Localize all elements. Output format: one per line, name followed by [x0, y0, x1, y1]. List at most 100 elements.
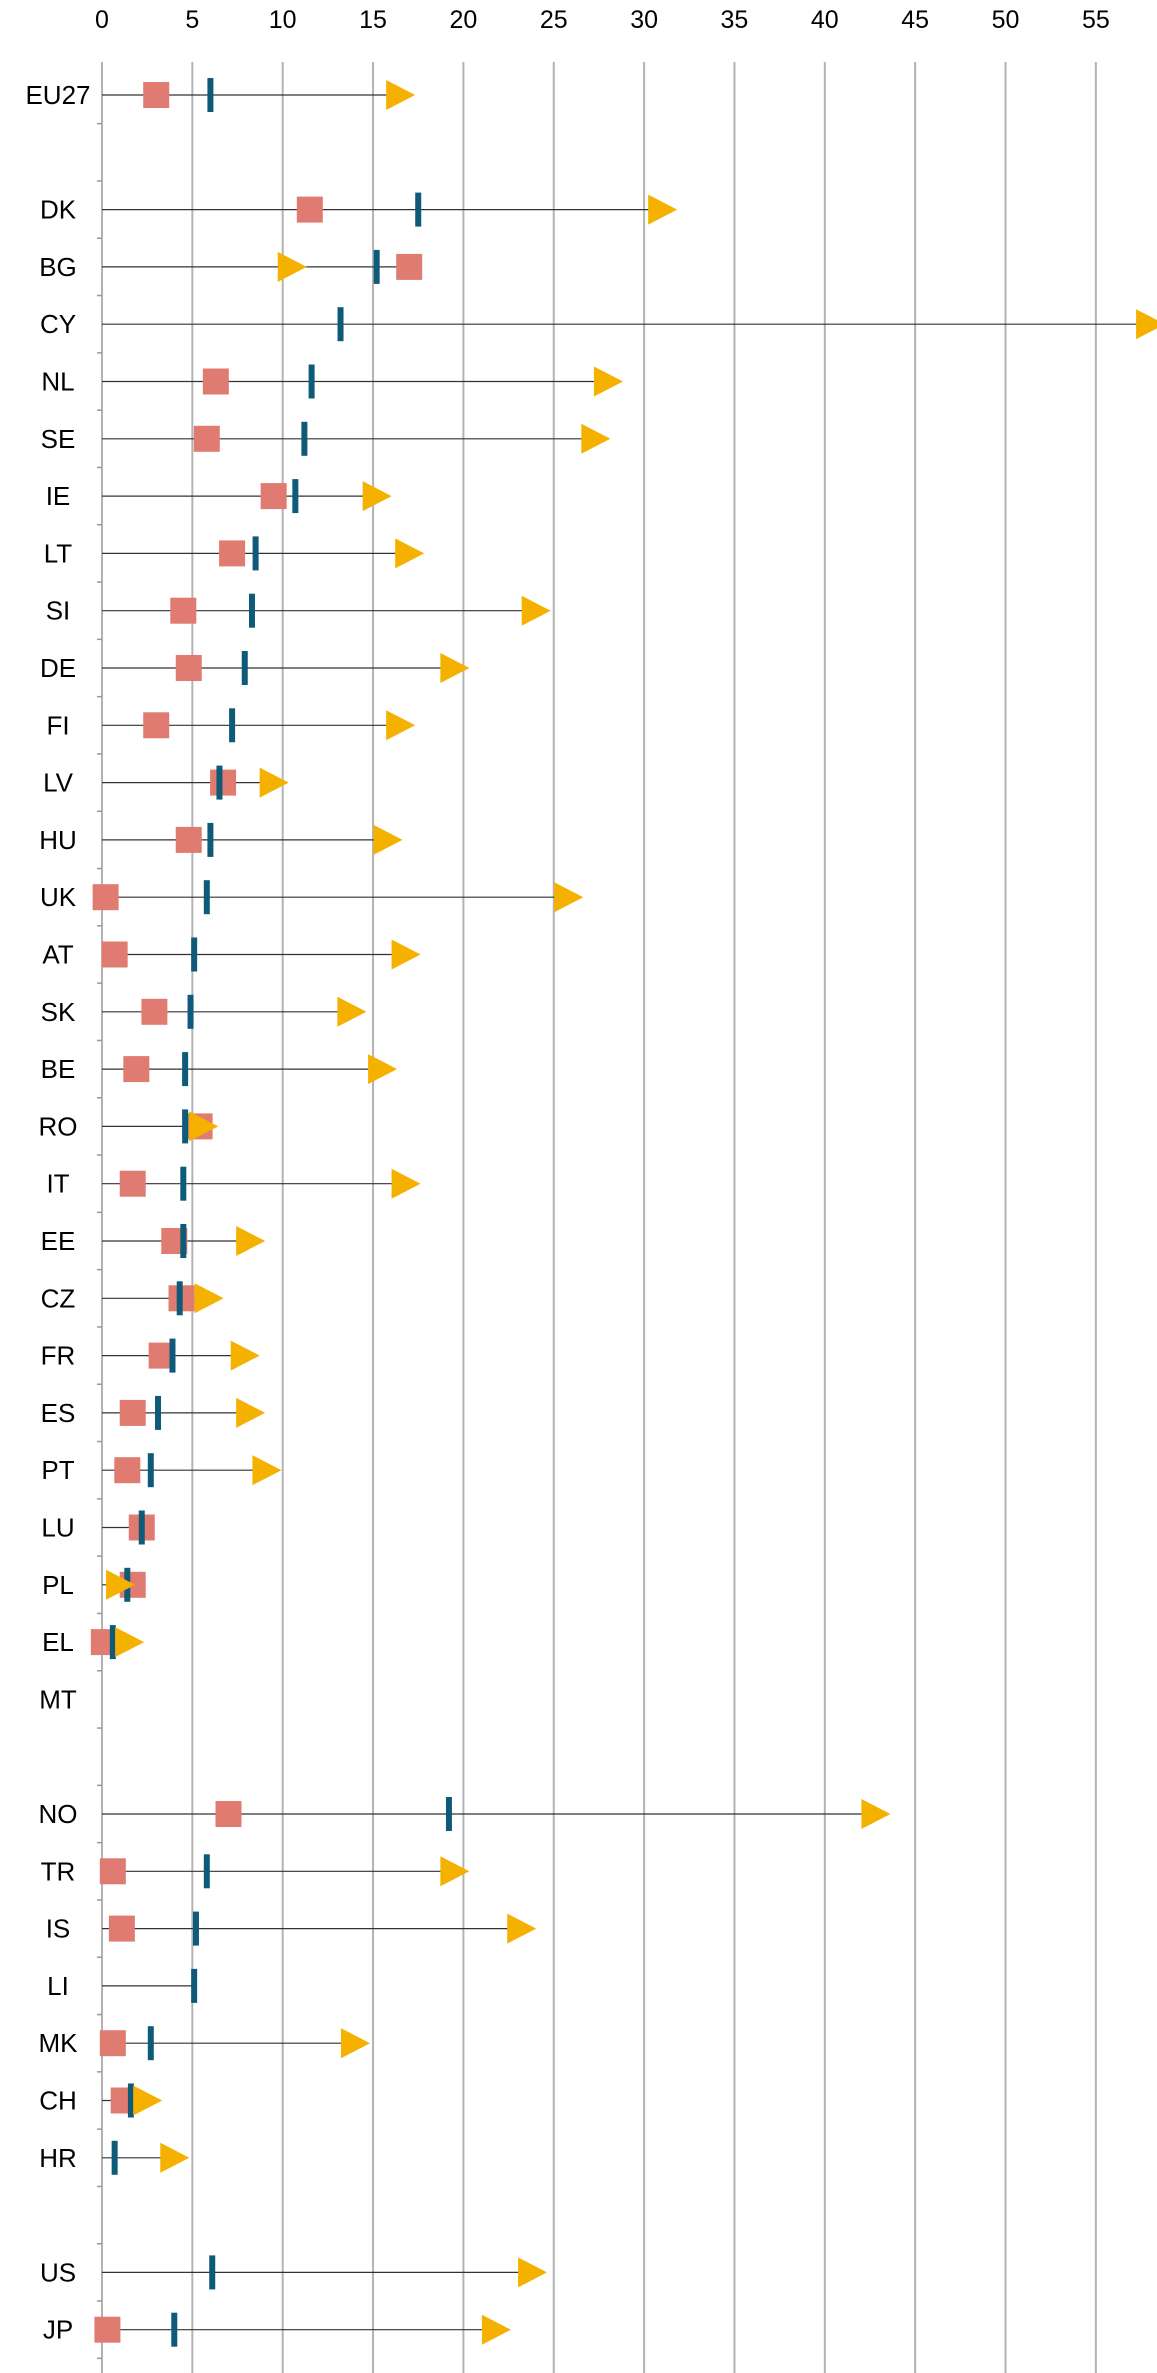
- arrow-marker: [440, 1856, 470, 1887]
- category-label: UK: [40, 882, 77, 912]
- bar-marker: [229, 708, 236, 743]
- bar-marker: [292, 479, 299, 514]
- square-marker: [141, 998, 168, 1025]
- square-marker: [175, 826, 202, 853]
- row-at: AT: [42, 937, 421, 972]
- x-tick-label: 50: [992, 6, 1020, 34]
- row-dk: DK: [40, 192, 678, 227]
- arrow-marker: [236, 1226, 266, 1256]
- arrow-marker: [373, 824, 403, 855]
- category-label: BE: [41, 1054, 76, 1084]
- bar-marker: [192, 1911, 199, 1946]
- row-ch: CH: [39, 2083, 163, 2118]
- category-label: EL: [42, 1627, 74, 1657]
- row-is: IS: [46, 1911, 537, 1946]
- arrow-marker: [115, 1627, 145, 1658]
- square-marker: [101, 941, 128, 968]
- arrow-marker: [481, 2314, 511, 2345]
- category-label: CY: [40, 309, 76, 339]
- row-fr: FR: [41, 1338, 260, 1373]
- bar-marker: [203, 1854, 210, 1889]
- square-marker: [99, 2030, 126, 2057]
- bar-marker: [415, 192, 422, 227]
- bar-marker: [301, 421, 308, 456]
- bar-marker: [308, 364, 315, 399]
- arrow-marker: [391, 1168, 421, 1199]
- bar-marker: [248, 593, 255, 628]
- category-label: IE: [46, 481, 71, 511]
- row-jp: JP: [43, 2312, 511, 2347]
- square-marker: [119, 1170, 146, 1197]
- bar-marker: [252, 536, 259, 571]
- bar-marker: [241, 651, 248, 685]
- row-lu: LU: [41, 1510, 155, 1545]
- category-label: DE: [40, 653, 76, 683]
- arrow-marker: [593, 366, 623, 397]
- bar-marker: [138, 1510, 145, 1545]
- row-si: SI: [46, 593, 551, 628]
- bar-marker: [191, 1968, 198, 2003]
- row-hr: HR: [39, 2140, 190, 2175]
- square-marker: [175, 655, 202, 681]
- square-marker: [108, 1915, 135, 1942]
- category-label: LU: [41, 1513, 74, 1543]
- x-tick-label: 35: [721, 6, 749, 34]
- arrow-marker: [386, 710, 416, 741]
- row-lv: LV: [43, 765, 289, 800]
- arrow-marker: [252, 1455, 282, 1486]
- category-label: FI: [46, 710, 69, 740]
- bar-marker: [171, 2312, 178, 2347]
- square-marker: [114, 1457, 141, 1484]
- row-us: US: [40, 2255, 548, 2290]
- row-fi: FI: [46, 708, 416, 743]
- category-label: TR: [41, 1856, 76, 1886]
- arrow-marker: [277, 251, 307, 282]
- row-ro: RO: [39, 1109, 219, 1144]
- bar-marker: [147, 2026, 154, 2061]
- square-marker: [396, 253, 423, 280]
- x-tick-label: 5: [185, 6, 199, 34]
- x-axis: 0 5 10 15 20 25 30 35 40 45 50 55: [95, 6, 1110, 2373]
- data-rows: EU27 DK BG CY NL SE IE LT SI DE FI LV HU UK AT SK BE RO IT…: [25, 78, 1157, 2347]
- arrow-marker: [386, 80, 416, 110]
- bar-marker: [373, 249, 380, 284]
- row-uk: UK: [40, 880, 584, 915]
- x-tick-label: 40: [811, 6, 839, 34]
- arrow-marker: [337, 996, 367, 1027]
- category-label: CH: [39, 2086, 77, 2116]
- x-tick-label: 25: [540, 6, 568, 34]
- x-tick-label: 30: [630, 6, 658, 34]
- x-tick-label: 20: [449, 6, 477, 34]
- bar-marker: [176, 1281, 183, 1316]
- arrow-marker: [236, 1397, 266, 1428]
- square-marker: [92, 884, 119, 911]
- square-marker: [202, 368, 229, 395]
- row-bg: BG: [39, 249, 423, 284]
- category-label: PL: [42, 1570, 74, 1600]
- row-be: BE: [41, 1052, 398, 1087]
- arrow-marker: [160, 2142, 190, 2173]
- square-marker: [143, 712, 170, 739]
- bar-marker: [109, 1625, 116, 1660]
- arrow-marker: [189, 1111, 219, 1142]
- bar-marker: [127, 2083, 134, 2118]
- gridlines: [191, 62, 1097, 2373]
- arrow-marker: [368, 1054, 398, 1085]
- category-label: AT: [42, 940, 73, 970]
- x-tick-label: 45: [901, 6, 929, 34]
- bar-marker: [182, 1052, 189, 1087]
- x-tick-label: 10: [269, 6, 297, 34]
- row-no: NO: [39, 1797, 891, 1831]
- square-marker: [210, 769, 237, 796]
- category-label: CZ: [41, 1283, 76, 1313]
- row-ee: EE: [41, 1224, 266, 1258]
- category-label: JP: [43, 2315, 73, 2345]
- arrow-marker: [1136, 309, 1157, 340]
- row-pt: PT: [41, 1453, 282, 1488]
- category-label: MK: [39, 2028, 79, 2058]
- row-el: EL: [42, 1625, 145, 1660]
- row-nl: NL: [41, 364, 623, 399]
- arrow-marker: [340, 2028, 370, 2059]
- row-cz: CZ: [41, 1281, 224, 1316]
